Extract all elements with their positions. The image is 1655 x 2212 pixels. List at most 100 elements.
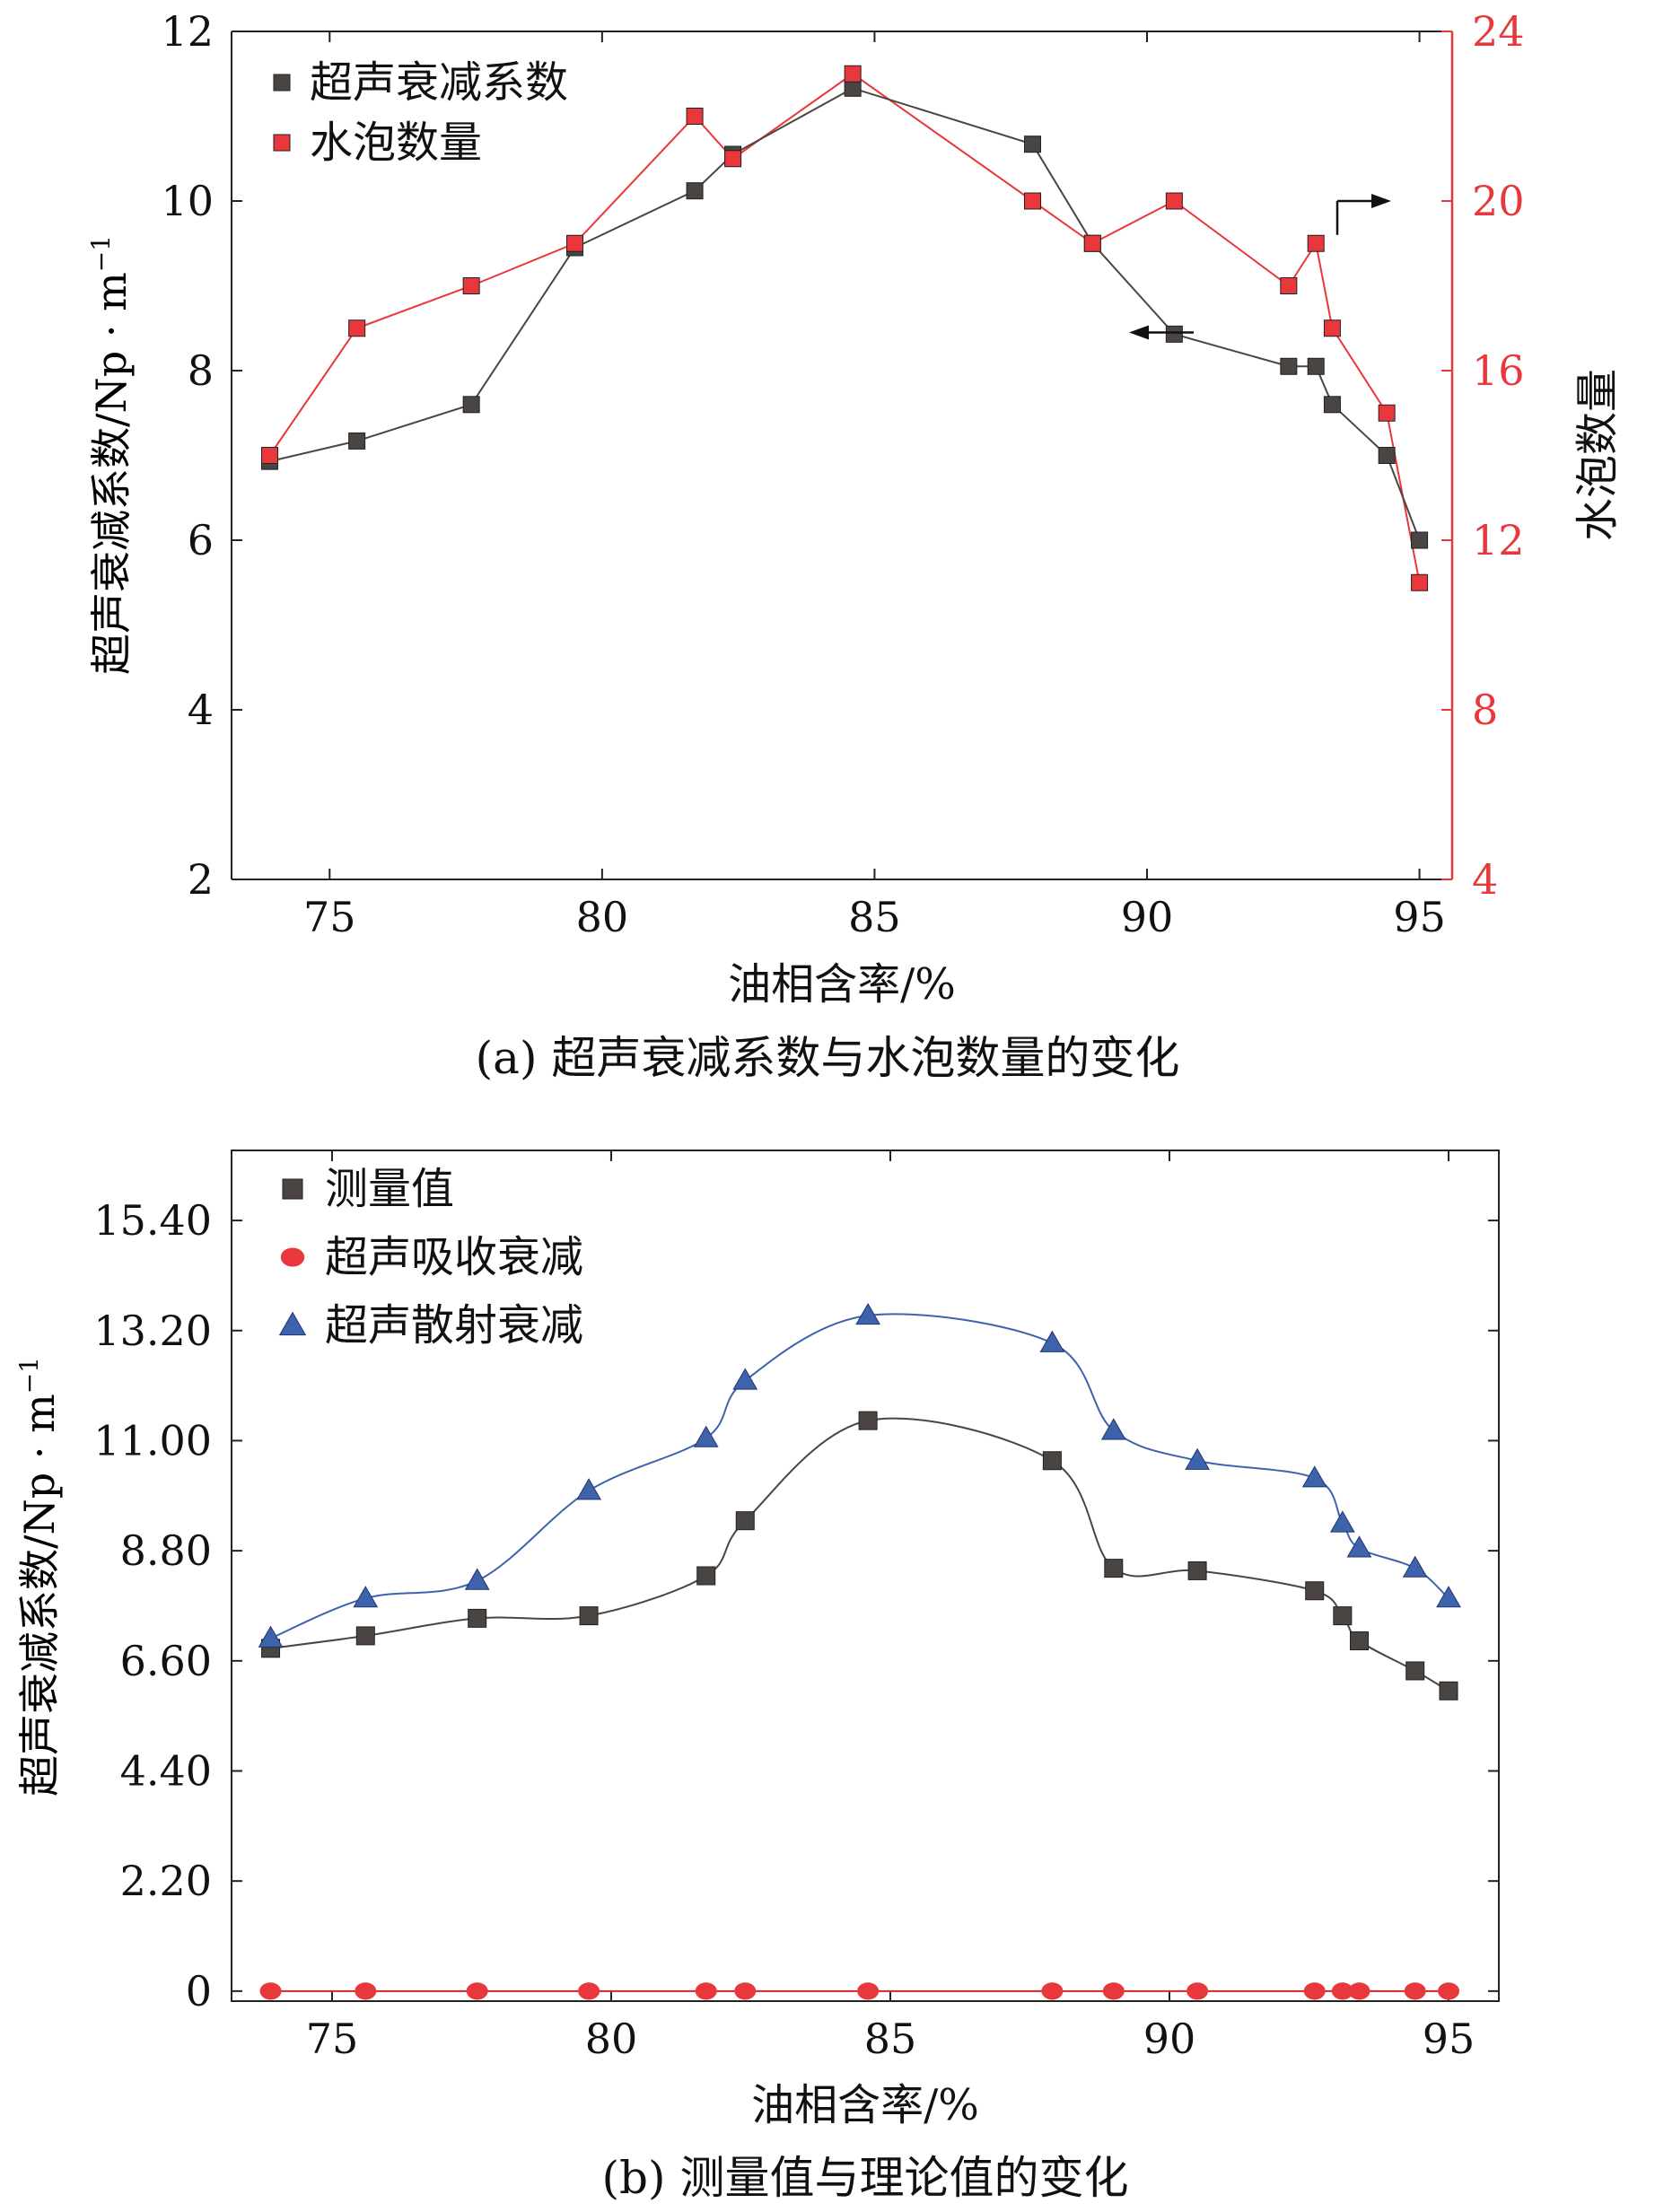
chart-b-y-tick-label: 4.40 xyxy=(120,1746,212,1795)
chart-b-y-tick-label: 15.40 xyxy=(93,1196,212,1245)
chart-b-series-point-0 xyxy=(579,1606,599,1626)
chart-b-series-point-1 xyxy=(1041,1982,1064,2000)
chart-a-y-tick-label: 12 xyxy=(161,7,214,56)
chart-b-series-point-2 xyxy=(1436,1586,1461,1608)
chart-a-legend-bubbles: 水泡数量 xyxy=(310,118,482,168)
chart-a-legend-attenuation: 超声衰减系数 xyxy=(310,57,568,108)
chart-b-series-point-2 xyxy=(1329,1510,1355,1533)
chart-b-series-point-2 xyxy=(1039,1330,1065,1352)
chart-b-series-line-2 xyxy=(270,1313,1449,1639)
chart-a-attenuation-point xyxy=(1165,325,1183,343)
chart-b-series-point-2 xyxy=(464,1568,490,1590)
chart-a-bubbles-point xyxy=(1411,573,1429,591)
chart-a-bubbles-point xyxy=(1165,192,1183,210)
chart-b-caption: (b) 测量值与理论值的变化 xyxy=(602,2152,1129,2204)
chart-a-x-tick-label: 75 xyxy=(303,893,356,941)
chart-b-series-point-1 xyxy=(1348,1982,1370,2000)
chart-a-bubbles-point xyxy=(261,447,278,464)
chart-b-legend-label-2: 超声散射衰减 xyxy=(325,1300,583,1351)
chart-b-series-point-2 xyxy=(353,1586,379,1608)
chart-b-series-point-1 xyxy=(1404,1982,1426,2000)
chart-b-series-point-0 xyxy=(1333,1606,1353,1626)
chart-a-x-tick-label: 90 xyxy=(1121,893,1174,941)
chart-b-series-point-1 xyxy=(1303,1982,1326,2000)
chart-a-x-tick-label: 95 xyxy=(1393,893,1446,941)
chart-b-series-point-0 xyxy=(1187,1561,1207,1580)
chart-b-legend-label-0: 测量值 xyxy=(325,1164,454,1214)
chart-b-series-point-0 xyxy=(355,1626,375,1646)
chart-a-y2-tick-label: 24 xyxy=(1472,7,1525,56)
chart-a-attenuation-point xyxy=(348,432,366,450)
chart-b-series-point-1 xyxy=(1438,1982,1460,2000)
chart-a-arrow-right-head xyxy=(1371,194,1391,208)
chart-a-bubbles-point xyxy=(686,108,704,125)
chart-a-x-tick-label: 80 xyxy=(576,893,629,941)
chart-b-series-point-1 xyxy=(857,1982,880,2000)
chart-b-series-point-0 xyxy=(1439,1681,1458,1701)
chart-a-caption: (a) 超声衰减系数与水泡数量的变化 xyxy=(476,1032,1180,1084)
chart-b-y-tick-label: 13.20 xyxy=(93,1307,212,1355)
chart-b-series-point-1 xyxy=(355,1982,377,2000)
chart-b-series-point-0 xyxy=(468,1608,487,1628)
chart-b-series-point-0 xyxy=(696,1566,716,1586)
chart-a-bubbles-point xyxy=(1083,234,1101,252)
chart-a-bubbles-point xyxy=(1323,319,1341,337)
chart-b-legend-marker-2 xyxy=(278,1311,307,1336)
chart-a-y2-tick-label: 16 xyxy=(1472,346,1525,395)
chart-b-series-point-1 xyxy=(1331,1982,1353,2000)
chart-b-series-point-2 xyxy=(1346,1535,1372,1558)
chart-a-attenuation-point xyxy=(686,182,704,200)
chart-b-y-tick-label: 2.20 xyxy=(120,1857,212,1905)
chart-b-legend-marker-1 xyxy=(280,1247,305,1267)
chart-a-bubbles-point xyxy=(724,150,742,168)
chart-a-bubbles-point xyxy=(1280,277,1298,294)
chart-b-series-point-1 xyxy=(1102,1982,1125,2000)
chart-b-x-tick-label: 90 xyxy=(1143,2015,1196,2063)
chart-b-series-point-2 xyxy=(258,1625,284,1648)
chart-a-attenuation-point xyxy=(844,79,862,97)
chart-b-y-tick-label: 11.00 xyxy=(93,1416,212,1464)
chart-a-bubbles-point xyxy=(1024,192,1041,210)
chart-b-series-point-1 xyxy=(466,1982,488,2000)
chart-a-y-tick-label: 10 xyxy=(161,177,214,225)
chart-b-series-point-2 xyxy=(1185,1447,1210,1470)
chart-a-y-tick-label: 2 xyxy=(188,855,214,904)
chart-b-series-point-2 xyxy=(1301,1465,1327,1488)
chart-b-series-point-1 xyxy=(1187,1982,1209,2000)
chart-a-attenuation-point xyxy=(1280,357,1298,375)
chart-b-y-label: 超声衰减系数/Np · m−1 xyxy=(14,1357,64,1797)
chart-a-attenuation-point xyxy=(1323,396,1341,414)
chart-a-legend-marker-bubbles xyxy=(273,134,291,152)
chart-b-series-point-0 xyxy=(1405,1661,1425,1681)
chart-a-y2-tick-label: 8 xyxy=(1472,686,1498,734)
chart-b-series-point-0 xyxy=(1305,1581,1325,1601)
chart-b-series-point-2 xyxy=(693,1425,719,1447)
chart-b-y-tick-label: 0 xyxy=(186,1967,212,2015)
chart-a-y-tick-label: 4 xyxy=(188,686,214,734)
chart-a-bubbles-point xyxy=(844,65,862,83)
chart-b-series-point-1 xyxy=(734,1982,757,2000)
chart-a-bubbles-point xyxy=(348,319,366,337)
chart-b-series-point-2 xyxy=(1402,1555,1428,1578)
chart-b-series-point-0 xyxy=(735,1511,755,1531)
chart-b-x-label: 油相含率/% xyxy=(751,2080,979,2130)
chart-a-attenuation-point xyxy=(1024,136,1041,153)
chart-b: 75 80 85 90 95 0 2.20 4.40 6.60 8.80 11.00 13.20 15.… xyxy=(14,1150,1500,2204)
chart-b-series-point-0 xyxy=(1349,1631,1369,1650)
chart-a-y-label: 超声衰减系数/Np · m−1 xyxy=(86,235,136,675)
chart-b-y-tick-label: 8.80 xyxy=(120,1526,212,1575)
chart-b-x-tick-label: 80 xyxy=(585,2015,638,2063)
chart-a-bubbles-point xyxy=(1307,234,1325,252)
chart-a-x-label: 油相含率/% xyxy=(728,959,956,1010)
chart-b-series-point-2 xyxy=(576,1478,601,1500)
chart-b-y-tick-label: 6.60 xyxy=(120,1637,212,1685)
chart-b-series-point-2 xyxy=(855,1302,880,1325)
chart-a-y2-tick-label: 20 xyxy=(1472,177,1525,225)
chart-b-series-point-0 xyxy=(1104,1559,1124,1578)
chart-a-bubbles-point xyxy=(462,277,480,294)
chart-a-arrow-left-head xyxy=(1129,325,1149,340)
chart-b-series-line-0 xyxy=(270,1417,1449,1692)
chart-a-y-tick-label: 6 xyxy=(188,516,214,564)
chart-a-x-tick-label: 85 xyxy=(848,893,901,941)
